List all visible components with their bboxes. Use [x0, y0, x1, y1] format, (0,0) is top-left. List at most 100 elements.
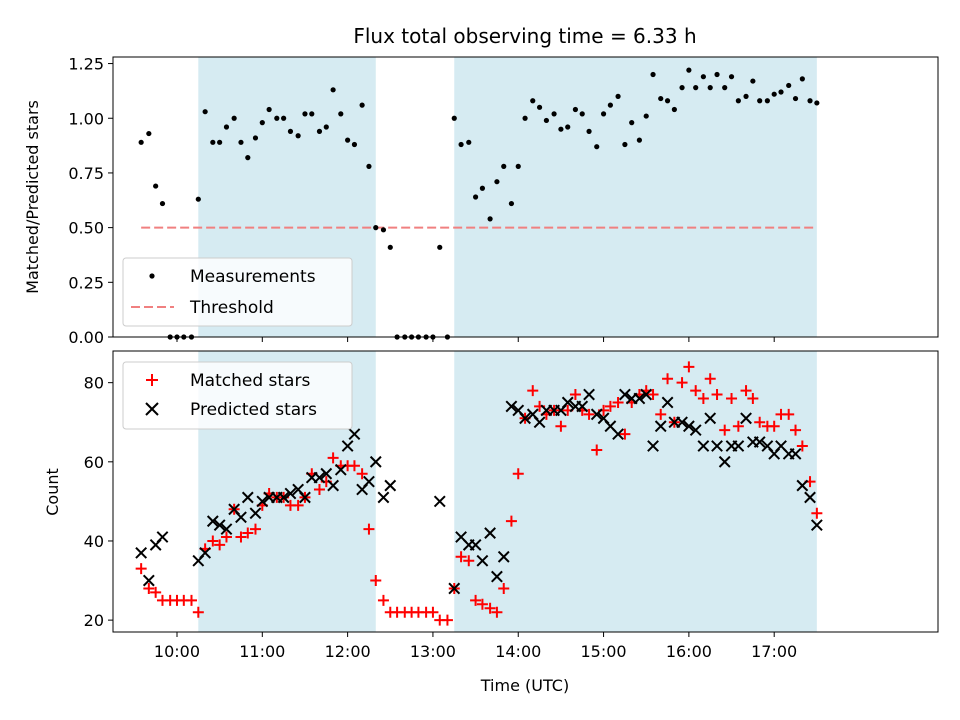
predicted-stars-points	[135, 388, 823, 595]
predicted-star-point	[661, 396, 674, 409]
measurement-point	[750, 78, 756, 84]
matched-star-point	[740, 385, 752, 397]
measurement-point	[252, 135, 259, 141]
measurement-point	[786, 82, 792, 89]
predicted-star-point	[640, 388, 653, 401]
predicted-star-point	[711, 440, 723, 452]
bottom-y-axis-ticks: 20 40 60 80	[84, 374, 113, 630]
measurement-point	[195, 196, 201, 202]
matched-star-point	[313, 484, 325, 496]
matched-star-point	[356, 468, 368, 480]
predicted-star-point	[810, 519, 823, 532]
measurement-point	[259, 120, 265, 126]
measurement-point	[359, 102, 365, 108]
measurement-point	[274, 115, 280, 121]
matched-star-point	[143, 582, 155, 594]
predicted-star-point	[433, 495, 446, 508]
matched-star-point	[427, 606, 439, 618]
measurement-point	[636, 137, 642, 143]
measurement-point	[309, 111, 315, 117]
matched-star-point	[207, 535, 219, 547]
top-y-tick-label: 0.00	[68, 328, 104, 347]
bottom-y-axis-label: Count	[43, 468, 62, 516]
measurement-point	[501, 163, 507, 169]
predicted-star-point	[732, 440, 745, 452]
matched-star-point	[327, 452, 339, 464]
predicted-star-point	[249, 507, 262, 520]
predicted-star-point	[484, 527, 497, 539]
measurement-point	[615, 93, 621, 99]
matched-star-point	[484, 602, 496, 614]
bottom-x-tick-label: 11:00	[239, 642, 285, 661]
matched-star-point	[377, 594, 389, 606]
measurement-point	[508, 200, 515, 207]
matched-star-point	[612, 396, 624, 408]
measurement-point	[722, 85, 728, 91]
measurement-point	[210, 139, 216, 145]
x-axis-label: Time (UTC)	[480, 676, 569, 695]
predicted-star-point	[277, 491, 290, 504]
predicted-star-point	[612, 428, 624, 441]
predicted-star-point	[142, 574, 155, 587]
predicted-star-point	[718, 455, 731, 468]
matched-star-point	[754, 416, 766, 428]
matched-star-point	[655, 408, 667, 420]
matched-star-point	[512, 468, 524, 480]
measurement-point	[650, 71, 656, 78]
predicted-star-point	[476, 554, 489, 567]
matched-star-point	[604, 400, 616, 412]
measurement-point	[437, 244, 443, 250]
matched-star-point	[555, 420, 567, 432]
top-y-axis-ticks: 0.00 0.25 0.50 0.75 1.00 1.25	[68, 55, 113, 347]
bottom-legend: Matched stars Predicted stars	[122, 361, 353, 430]
measurement-point	[466, 139, 472, 145]
predicted-star-point	[220, 523, 233, 536]
top-legend: Measurements Threshold	[122, 257, 353, 327]
predicted-star-point	[341, 440, 354, 452]
predicted-star-point	[199, 546, 212, 559]
measurement-point	[153, 183, 159, 189]
top-y-axis-label: Matched/Predicted stars	[23, 100, 42, 294]
bottom-y-tick-label: 40	[84, 532, 104, 551]
measurement-point	[622, 141, 628, 148]
measurement-point	[146, 130, 152, 137]
measurement-point	[530, 98, 536, 104]
predicted-star-point	[256, 495, 269, 508]
measurement-point	[558, 126, 564, 132]
matched-star-point	[192, 606, 204, 618]
matched-star-point	[220, 531, 232, 543]
measurement-point	[202, 109, 208, 115]
bottom-shaded-interval-1	[454, 351, 817, 632]
predicted-star-point	[697, 440, 710, 452]
bottom-x-tick-label: 15:00	[581, 642, 627, 661]
predicted-star-point	[377, 491, 390, 504]
predicted-star-point	[135, 546, 148, 559]
predicted-star-point	[796, 479, 809, 492]
bottom-legend-box	[122, 361, 353, 430]
top-shaded-intervals	[198, 57, 817, 337]
matched-star-point	[732, 420, 744, 432]
matched-star-point	[647, 389, 659, 401]
bottom-y-tick-label: 60	[84, 453, 104, 472]
matched-star-point	[455, 551, 467, 563]
legend-predicted-marker	[145, 402, 159, 416]
measurement-point	[764, 98, 770, 104]
measurement-point	[757, 98, 763, 104]
measurement-point	[245, 155, 251, 161]
measurement-point	[330, 87, 336, 93]
predicted-star-point	[647, 440, 659, 452]
measurement-point	[579, 111, 585, 117]
legend-matched-marker	[146, 374, 158, 386]
predicted-star-point	[213, 519, 226, 532]
matched-star-point	[370, 575, 382, 587]
predicted-star-point	[654, 420, 667, 433]
matched-star-point	[719, 424, 731, 436]
matched-star-point	[527, 385, 539, 397]
predicted-star-point	[561, 396, 574, 409]
predicted-star-point	[590, 408, 603, 421]
matched-star-point	[583, 408, 595, 420]
legend-threshold-label: Threshold	[189, 298, 274, 318]
predicted-star-point	[689, 424, 702, 437]
predicted-star-point	[327, 479, 340, 492]
